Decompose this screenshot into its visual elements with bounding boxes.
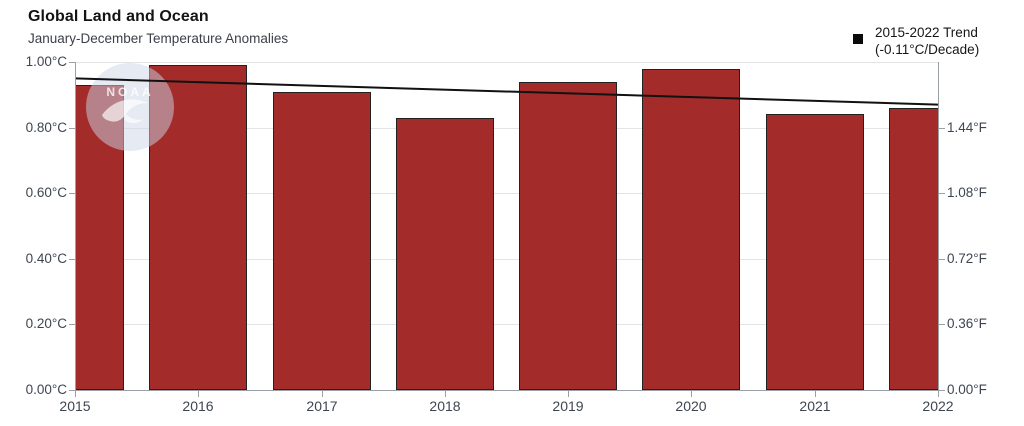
y-axis-right-tick — [939, 128, 945, 129]
x-axis-tick — [815, 391, 816, 397]
bar-2022 — [889, 108, 938, 390]
y-axis-left-tick — [69, 128, 75, 129]
x-axis-tick — [691, 391, 692, 397]
x-axis-label: 2017 — [306, 398, 338, 414]
y-axis-label-left: 0.00°C — [25, 382, 67, 397]
plot-area: NOAA — [75, 62, 938, 390]
x-axis-label: 2016 — [182, 398, 214, 414]
y-axis-label-left: 0.80°C — [25, 120, 67, 135]
chart-subtitle: January-December Temperature Anomalies — [28, 31, 289, 46]
x-axis-tick — [445, 391, 446, 397]
trend-legend-line2: (-0.11°C/Decade) — [875, 42, 980, 57]
y-axis-label-right: 0.36°F — [947, 316, 987, 331]
trend-legend-square-icon — [853, 34, 863, 44]
bar-2020 — [642, 69, 740, 390]
bar-2019 — [519, 82, 617, 390]
x-axis-line — [69, 390, 945, 391]
y-axis-left-tick — [69, 390, 75, 391]
y-axis-left-tick — [69, 193, 75, 194]
gridline — [75, 62, 938, 63]
y-axis-left-line — [75, 62, 76, 391]
gridline — [75, 193, 938, 194]
trend-legend: 2015-2022 Trend (-0.11°C/Decade) — [853, 24, 979, 58]
x-axis-label: 2020 — [675, 398, 707, 414]
bar-2017 — [273, 92, 371, 390]
y-axis-label-left: 0.40°C — [25, 251, 67, 266]
chart-title: Global Land and Ocean — [28, 8, 209, 25]
x-axis-label: 2015 — [59, 398, 91, 414]
x-axis-tick — [938, 391, 939, 397]
y-axis-left-tick — [69, 324, 75, 325]
gridline — [75, 128, 938, 129]
y-axis-right-tick — [939, 390, 945, 391]
y-axis-right-line — [938, 62, 939, 391]
x-axis-label: 2018 — [429, 398, 461, 414]
plot-clip: NOAA — [75, 62, 938, 390]
x-axis-label: 2019 — [552, 398, 584, 414]
x-axis-tick — [198, 391, 199, 397]
x-axis-tick — [322, 391, 323, 397]
x-axis-label: 2022 — [922, 398, 954, 414]
trend-legend-line1: 2015-2022 Trend — [875, 25, 978, 40]
y-axis-label-left: 0.60°C — [25, 185, 67, 200]
y-axis-label-left: 1.00°C — [25, 54, 67, 69]
x-axis-tick — [75, 391, 76, 397]
y-axis-label-left: 0.20°C — [25, 316, 67, 331]
y-axis-right-tick — [939, 259, 945, 260]
y-axis-label-right: 0.00°F — [947, 382, 987, 397]
trend-legend-label: 2015-2022 Trend (-0.11°C/Decade) — [875, 24, 979, 58]
y-axis-right-tick — [939, 324, 945, 325]
y-axis-left-tick — [69, 62, 75, 63]
bar-2021 — [766, 114, 864, 390]
x-axis-label: 2021 — [799, 398, 831, 414]
y-axis-right-tick — [939, 193, 945, 194]
gridline — [75, 324, 938, 325]
y-axis-left-tick — [69, 259, 75, 260]
x-axis-tick — [568, 391, 569, 397]
gridline — [75, 259, 938, 260]
y-axis-label-right: 0.72°F — [947, 251, 987, 266]
y-axis-label-right: 1.44°F — [947, 120, 987, 135]
trend-line — [75, 77, 938, 106]
bar-2018 — [396, 118, 494, 390]
y-axis-label-right: 1.08°F — [947, 185, 987, 200]
